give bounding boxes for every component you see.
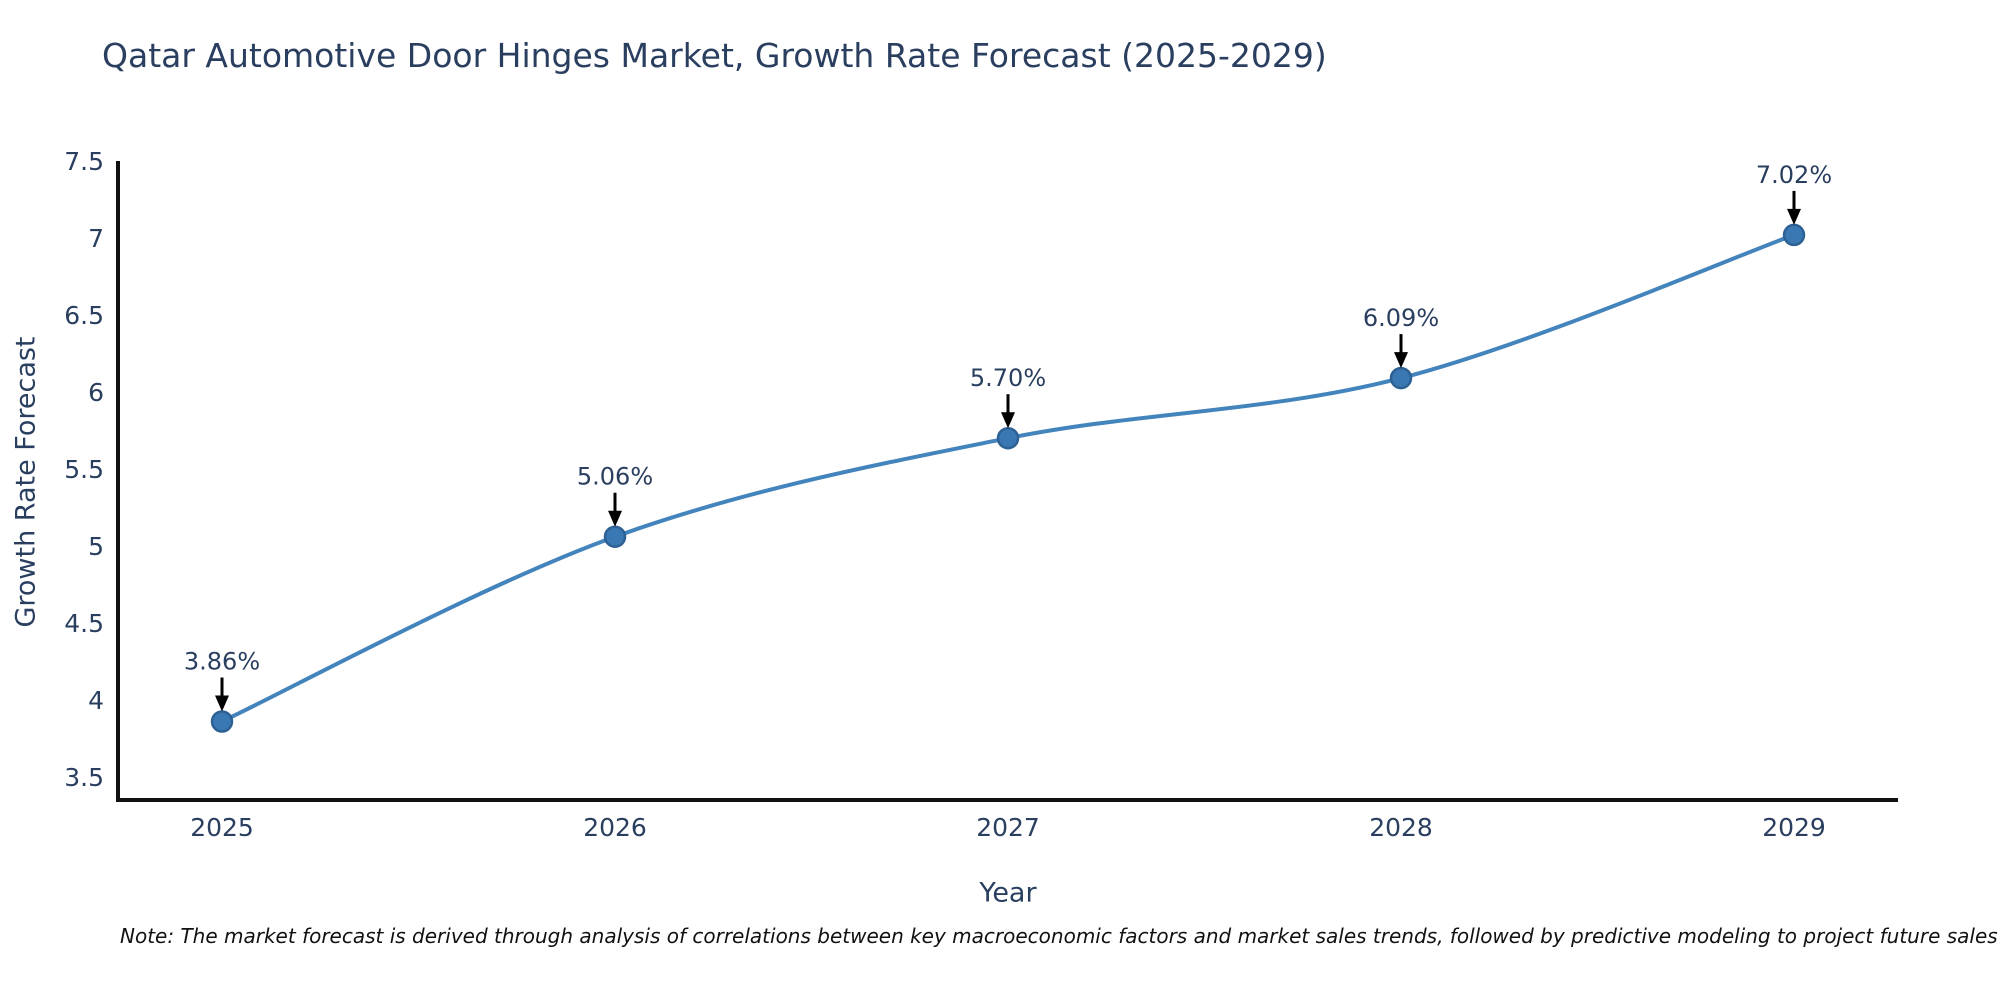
data-point-marker: [996, 426, 1020, 450]
y-tick-label: 4: [88, 686, 104, 715]
data-point-label: 5.70%: [970, 364, 1046, 392]
data-point-label: 5.06%: [577, 463, 653, 491]
data-point-marker: [1389, 366, 1413, 390]
y-tick-label: 7.5: [64, 147, 104, 176]
data-point-label: 6.09%: [1363, 304, 1439, 332]
chart-title: Qatar Automotive Door Hinges Market, Gro…: [102, 36, 1327, 75]
annotation-arrow-head: [1394, 352, 1408, 369]
x-axis-title: Year: [979, 877, 1037, 909]
y-tick-label: 6: [88, 378, 104, 407]
y-axis-title: Growth Rate Forecast: [10, 336, 42, 628]
y-tick-label: 5: [88, 532, 104, 561]
data-point-label: 7.02%: [1756, 161, 1832, 189]
data-point-marker: [603, 525, 627, 548]
x-tick-label: 2025: [190, 813, 254, 842]
annotation-arrow-head: [1001, 412, 1015, 429]
annotation-arrow-head: [215, 695, 229, 712]
x-tick-label: 2026: [583, 813, 647, 842]
y-tick-label: 4.5: [64, 609, 104, 638]
x-tick-label: 2029: [1762, 813, 1826, 842]
annotation-arrow-head: [1787, 208, 1801, 225]
x-tick-label: 2027: [976, 813, 1040, 842]
y-tick-label: 6.5: [64, 301, 104, 330]
x-tick-label: 2028: [1369, 813, 1433, 842]
y-tick-label: 5.5: [64, 455, 104, 484]
data-point-marker: [210, 710, 234, 733]
y-tick-label: 3.5: [64, 763, 104, 792]
data-point-label: 3.86%: [184, 648, 260, 676]
data-point-marker: [1782, 223, 1806, 247]
y-tick-label: 7: [88, 224, 104, 253]
footnote: Note: The market forecast is derived thr…: [120, 924, 1998, 948]
annotation-arrow-head: [608, 510, 622, 527]
trend-line: [220, 232, 1796, 724]
